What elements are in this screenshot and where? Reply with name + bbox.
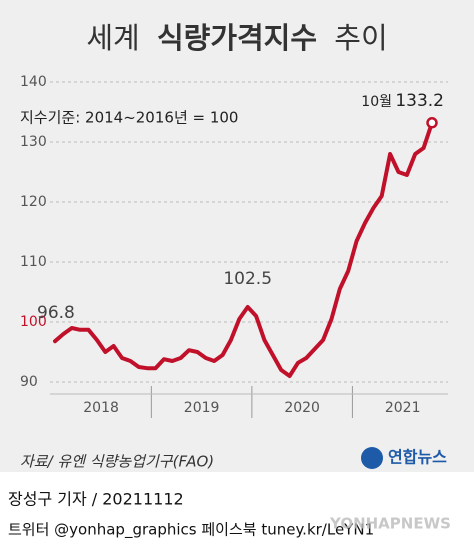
data-label: 96.8 [37,303,75,323]
data-line [53,120,434,378]
end-point [426,117,438,129]
logo: 연합뉴스 [388,448,447,467]
title-part: 식량가격지수 [157,21,317,55]
data-label: 102.5 [223,269,272,289]
watermark: YONHAPNEWS [329,515,451,533]
byline: 장성구 기자 / 20211112 [8,490,184,509]
annotation: 10월 [361,94,392,110]
source: 자료/ 유엔 식량농업기구(FAO) [20,453,214,471]
x-tick-label: 2021 [385,400,421,416]
social: 트위터 @yonhap_graphics 페이스북 tuney.kr/LeYN1 [8,521,374,540]
y-tick-label: 110 [20,254,47,270]
chart-background [0,0,474,472]
subtitle: 지수기준: 2014~2016년 = 100 [20,109,238,127]
y-tick-label: 90 [20,374,38,390]
y-tick-label: 100 [20,314,47,330]
y-tick-label: 120 [20,194,47,210]
logo-icon [361,447,383,469]
x-tick-label: 2019 [184,400,220,416]
data-label: 133.2 [395,91,444,111]
title-part: 세계 [86,21,139,55]
chart-title: 세계 식량가격지수 추이 [86,21,387,55]
y-tick-label: 140 [20,74,47,90]
x-tick-label: 2020 [284,400,320,416]
x-tick-label: 2018 [83,400,119,416]
title-part: 추이 [334,21,387,55]
y-tick-label: 130 [20,134,47,150]
